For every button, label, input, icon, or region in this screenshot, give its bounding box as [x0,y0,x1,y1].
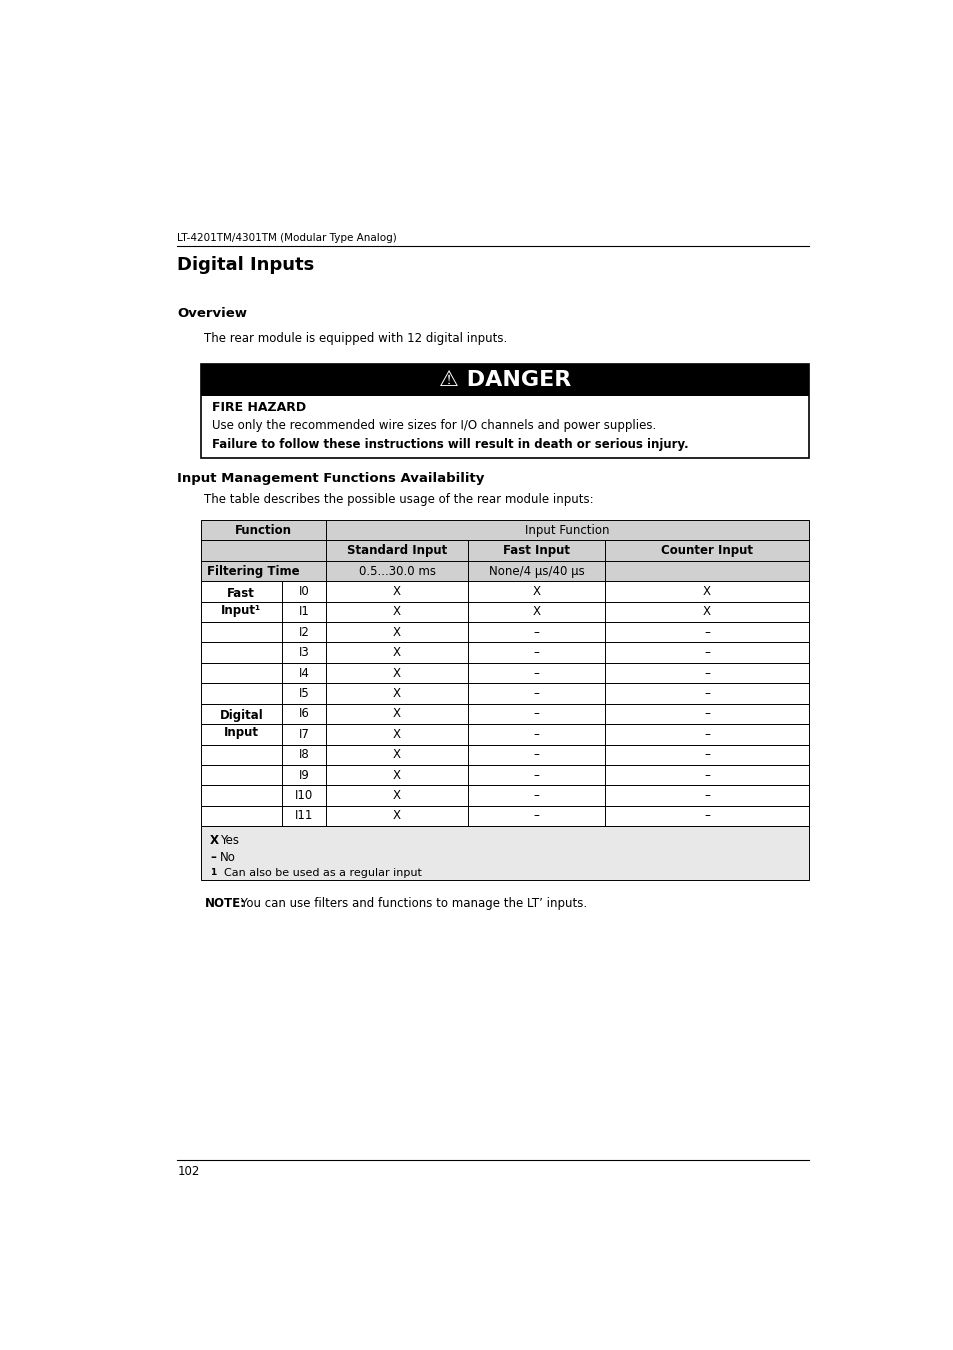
Text: X: X [210,834,218,846]
Text: I11: I11 [294,810,313,822]
Text: The table describes the possible usage of the rear module inputs:: The table describes the possible usage o… [204,493,594,506]
Text: X: X [393,768,400,782]
Text: I5: I5 [298,687,309,701]
Text: X: X [702,605,710,618]
Text: Fast Input: Fast Input [502,544,570,558]
Text: X: X [393,605,400,618]
Text: –: – [703,728,709,741]
Text: –: – [703,768,709,782]
Text: 0.5...30.0 ms: 0.5...30.0 ms [358,564,436,578]
Text: NOTE:: NOTE: [204,896,245,910]
Text: The rear module is equipped with 12 digital inputs.: The rear module is equipped with 12 digi… [204,332,507,346]
Text: Standard Input: Standard Input [347,544,447,558]
Bar [200,363,808,396]
Text: Yes: Yes [220,834,239,846]
Text: –: – [533,748,539,761]
Bar [200,560,808,582]
Text: –: – [703,748,709,761]
Text: –: – [703,687,709,701]
Text: Filtering Time: Filtering Time [207,564,299,578]
Text: –: – [533,667,539,679]
Text: Overview: Overview [177,306,247,320]
Bar [200,744,808,765]
Text: –: – [210,850,215,864]
Text: –: – [533,728,539,741]
Text: Use only the recommended wire sizes for I/O channels and power supplies.: Use only the recommended wire sizes for … [212,420,656,432]
Text: X: X [393,626,400,639]
Text: –: – [533,687,539,701]
Text: –: – [533,707,539,721]
Bar [200,683,808,703]
Text: Counter Input: Counter Input [660,544,752,558]
Bar [200,806,808,826]
Text: 1: 1 [210,868,216,876]
Bar [200,622,808,643]
Text: Input Function: Input Function [525,524,609,537]
Text: I6: I6 [298,707,309,721]
Text: –: – [533,810,539,822]
Bar [200,540,808,560]
Text: X: X [393,707,400,721]
Text: X: X [393,748,400,761]
Text: No: No [220,850,235,864]
Text: None/4 μs/40 μs: None/4 μs/40 μs [488,564,584,578]
Bar [200,703,808,724]
Text: X: X [532,605,540,618]
Bar [200,663,808,683]
Text: X: X [393,687,400,701]
Text: Fast
Input¹: Fast Input¹ [221,587,261,617]
Text: X: X [393,667,400,679]
Bar [200,643,808,663]
Text: I2: I2 [298,626,309,639]
Text: LT-4201TM/4301TM (Modular Type Analog): LT-4201TM/4301TM (Modular Type Analog) [177,232,396,243]
Text: X: X [532,585,540,598]
Text: X: X [393,585,400,598]
Text: I9: I9 [298,768,309,782]
Text: –: – [703,788,709,802]
Text: You can use filters and functions to manage the LT’ inputs.: You can use filters and functions to man… [236,896,586,910]
Text: –: – [703,647,709,659]
Text: Input Management Functions Availability: Input Management Functions Availability [177,471,484,485]
Text: I7: I7 [298,728,309,741]
Text: Digital
Input: Digital Input [219,709,263,738]
Text: –: – [533,647,539,659]
Text: I10: I10 [294,788,313,802]
Text: –: – [533,768,539,782]
Text: X: X [393,810,400,822]
Text: X: X [393,788,400,802]
Bar [200,520,808,540]
Text: –: – [533,626,539,639]
Text: I8: I8 [298,748,309,761]
Text: –: – [703,626,709,639]
Bar [200,765,808,786]
Text: X: X [393,647,400,659]
Text: Failure to follow these instructions will result in death or serious injury.: Failure to follow these instructions wil… [212,437,688,451]
Text: –: – [703,707,709,721]
Bar [200,602,808,622]
Bar [200,786,808,806]
Text: I4: I4 [298,667,309,679]
Text: I0: I0 [298,585,309,598]
Text: –: – [703,667,709,679]
Text: Can also be used as a regular input: Can also be used as a regular input [224,868,421,878]
Text: X: X [393,728,400,741]
Text: –: – [703,810,709,822]
Bar [200,582,808,602]
Bar [200,826,808,880]
Text: 102: 102 [177,1165,199,1177]
Text: I3: I3 [298,647,309,659]
Text: X: X [702,585,710,598]
Text: –: – [533,788,539,802]
Text: I1: I1 [298,605,309,618]
Text: Function: Function [234,524,292,537]
Bar [200,724,808,744]
Text: Digital Inputs: Digital Inputs [177,255,314,274]
Bar [200,363,808,458]
Text: ⚠ DANGER: ⚠ DANGER [438,370,570,390]
Text: FIRE HAZARD: FIRE HAZARD [212,401,306,413]
